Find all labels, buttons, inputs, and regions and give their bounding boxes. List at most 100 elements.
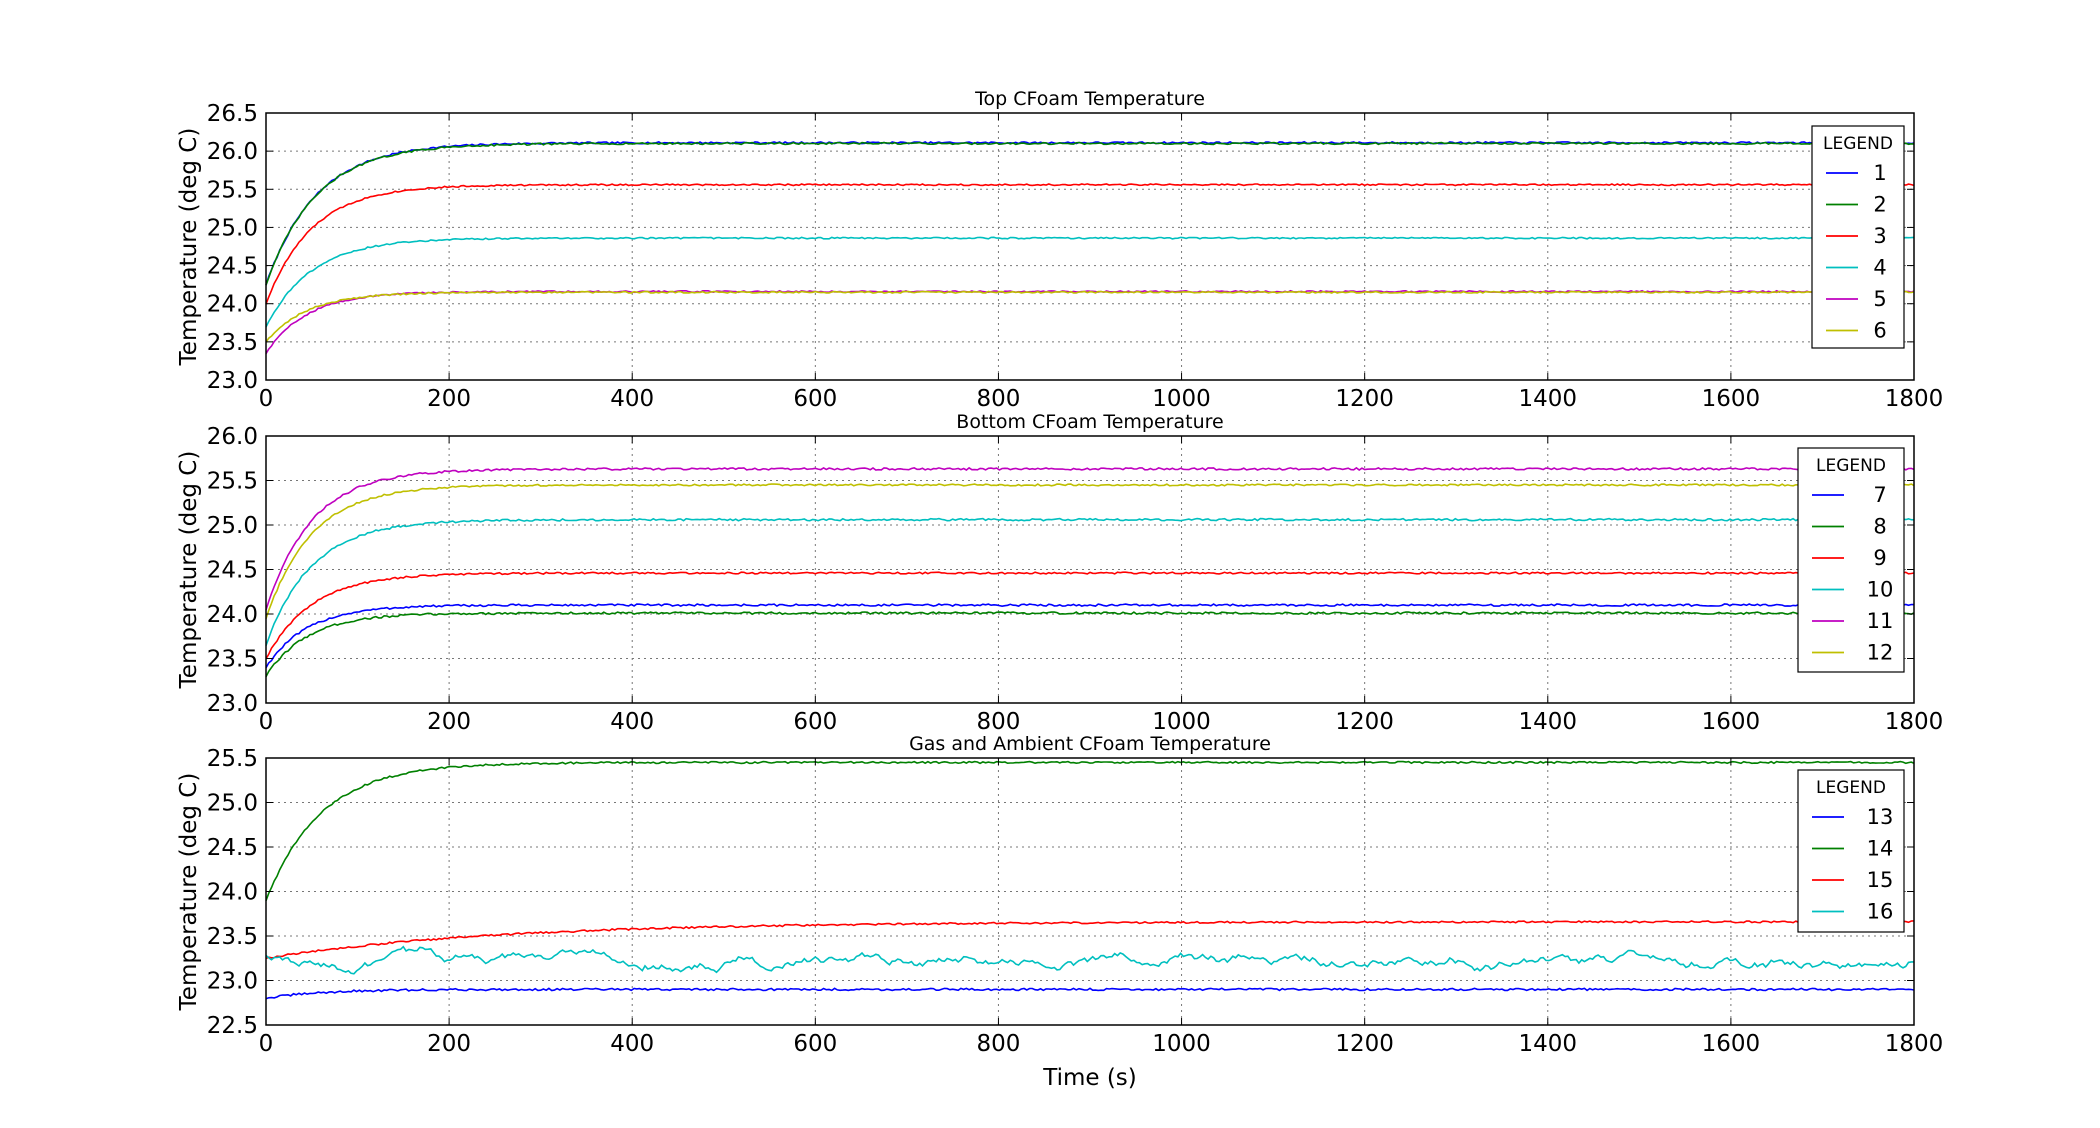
legend-label-14: 14 bbox=[1867, 837, 1894, 861]
x-tick-label: 400 bbox=[610, 386, 654, 412]
series-line-13 bbox=[265, 987, 1915, 1000]
y-tick-label: 24.5 bbox=[207, 558, 258, 584]
legend-label-13: 13 bbox=[1867, 805, 1894, 829]
legend-label-15: 15 bbox=[1867, 868, 1894, 892]
series-line-8 bbox=[265, 611, 1915, 678]
x-tick-label: 1800 bbox=[1885, 1031, 1944, 1057]
legend-title: LEGEND bbox=[1816, 778, 1886, 798]
top-cfoam-panel: 0 200 400 600 800 1000 1200 1400 1600 180023.023.… bbox=[176, 88, 1943, 412]
legend-label-9: 9 bbox=[1873, 546, 1886, 570]
y-tick-label: 23.5 bbox=[207, 330, 258, 356]
y-tick-label: 23.0 bbox=[207, 969, 258, 995]
series-lines bbox=[265, 140, 1915, 355]
x-tick-label: 200 bbox=[427, 1031, 471, 1057]
y-tick-label: 25.0 bbox=[207, 513, 258, 539]
legend-label-12: 12 bbox=[1867, 641, 1894, 665]
y-tick-label: 23.0 bbox=[207, 368, 258, 394]
x-tick-label: 0 bbox=[259, 709, 274, 735]
y-tick-label: 26.0 bbox=[207, 424, 258, 450]
series-line-12 bbox=[265, 483, 1915, 620]
y-tick-label: 23.5 bbox=[207, 647, 258, 673]
series-line-16 bbox=[265, 945, 1914, 975]
y-tick-label: 25.5 bbox=[207, 177, 258, 203]
legend-label-10: 10 bbox=[1867, 578, 1894, 602]
x-tick-label: 1800 bbox=[1885, 386, 1944, 412]
x-tick-label: 0 bbox=[259, 1031, 274, 1057]
series-lines bbox=[265, 466, 1915, 678]
y-ticks: 23.0 23.5 24.0 24.5 25.0 25.5 26.0 bbox=[207, 424, 1914, 717]
x-tick-label: 1000 bbox=[1152, 709, 1211, 735]
legend-box bbox=[1811, 125, 1905, 349]
panel-title: Gas and Ambient CFoam Temperature bbox=[909, 733, 1271, 755]
x-tick-label: 1200 bbox=[1335, 1031, 1394, 1057]
x-tick-label: 1200 bbox=[1335, 386, 1394, 412]
legend-label-1: 1 bbox=[1873, 161, 1886, 185]
series-line-2 bbox=[265, 141, 1915, 286]
legend-label-5: 5 bbox=[1873, 287, 1886, 311]
x-tick-label: 1600 bbox=[1702, 709, 1761, 735]
panel-title: Bottom CFoam Temperature bbox=[956, 411, 1223, 433]
y-tick-label: 23.0 bbox=[207, 691, 258, 717]
legend: LEGEND 13 14 15 16 bbox=[1797, 769, 1905, 933]
y-tick-label: 23.5 bbox=[207, 924, 258, 950]
legend-label-7: 7 bbox=[1873, 483, 1886, 507]
grid-lines bbox=[266, 113, 1914, 380]
x-tick-label: 200 bbox=[427, 386, 471, 412]
x-tick-label: 400 bbox=[610, 1031, 654, 1057]
series-line-9 bbox=[265, 571, 1915, 660]
legend-box bbox=[1797, 769, 1905, 933]
x-tick-label: 800 bbox=[976, 386, 1020, 412]
x-tick-label: 600 bbox=[793, 386, 837, 412]
series-line-1 bbox=[265, 140, 1915, 286]
legend-label-16: 16 bbox=[1867, 900, 1894, 924]
series-line-7 bbox=[265, 603, 1915, 669]
y-tick-label: 25.5 bbox=[207, 469, 258, 495]
bottom-cfoam-panel: 0 200 400 600 800 1000 1200 1400 1600 180023.023.… bbox=[176, 411, 1943, 735]
legend-label-8: 8 bbox=[1873, 515, 1886, 539]
y-tick-label: 25.0 bbox=[207, 791, 258, 817]
series-line-5 bbox=[265, 289, 1915, 355]
y-tick-label: 25.5 bbox=[207, 746, 258, 772]
legend-title: LEGEND bbox=[1816, 456, 1886, 476]
legend-box bbox=[1797, 447, 1905, 673]
x-tick-label: 400 bbox=[610, 709, 654, 735]
y-tick-label: 24.0 bbox=[207, 602, 258, 628]
grid-lines bbox=[266, 758, 1914, 1025]
axes-frame bbox=[265, 112, 1915, 381]
x-tick-label: 1800 bbox=[1885, 709, 1944, 735]
y-tick-label: 24.5 bbox=[207, 835, 258, 861]
y-tick-label: 26.5 bbox=[207, 101, 258, 127]
y-tick-label: 24.0 bbox=[207, 880, 258, 906]
legend: LEGEND 7 8 9 10 11 12 bbox=[1797, 447, 1905, 673]
y-ticks: 23.0 23.5 24.0 24.5 25.0 25.5 26.0 26.5 bbox=[207, 101, 1914, 394]
x-ticks: 0 200 400 600 800 1000 1200 1400 1600 1800 bbox=[259, 436, 1944, 735]
y-axis-label: Temperature (deg C) bbox=[176, 451, 202, 690]
x-ticks: 0 200 400 600 800 1000 1200 1400 1600 1800 bbox=[259, 113, 1944, 412]
x-tick-label: 800 bbox=[976, 709, 1020, 735]
x-tick-label: 1400 bbox=[1519, 1031, 1578, 1057]
x-tick-label: 600 bbox=[793, 709, 837, 735]
x-tick-label: 1000 bbox=[1152, 386, 1211, 412]
y-ticks: 22.5 23.0 23.5 24.0 24.5 25.0 25.5 bbox=[207, 746, 1914, 1039]
series-line-6 bbox=[265, 290, 1915, 343]
y-tick-label: 22.5 bbox=[207, 1013, 258, 1039]
y-tick-label: 24.5 bbox=[207, 254, 258, 280]
y-tick-label: 26.0 bbox=[207, 139, 258, 165]
x-tick-label: 600 bbox=[793, 1031, 837, 1057]
grid-lines bbox=[266, 436, 1914, 703]
x-tick-label: 200 bbox=[427, 709, 471, 735]
y-tick-label: 25.0 bbox=[207, 215, 258, 241]
legend-label-2: 2 bbox=[1873, 193, 1886, 217]
y-axis-label: Temperature (deg C) bbox=[176, 773, 202, 1012]
gas-ambient-panel: 0 200 400 600 800 1000 1200 1400 1600 1800 22.5 23.… bbox=[176, 733, 1943, 1091]
x-tick-label: 1600 bbox=[1702, 1031, 1761, 1057]
legend-label-6: 6 bbox=[1873, 319, 1886, 343]
x-tick-label: 1600 bbox=[1702, 386, 1761, 412]
x-tick-label: 1400 bbox=[1519, 386, 1578, 412]
x-tick-label: 1000 bbox=[1152, 1031, 1211, 1057]
y-axis-label: Temperature (deg C) bbox=[176, 128, 202, 367]
legend-label-3: 3 bbox=[1873, 224, 1886, 248]
x-tick-label: 1400 bbox=[1519, 709, 1578, 735]
series-line-3 bbox=[265, 183, 1915, 305]
x-axis-label: Time (s) bbox=[1042, 1065, 1137, 1091]
